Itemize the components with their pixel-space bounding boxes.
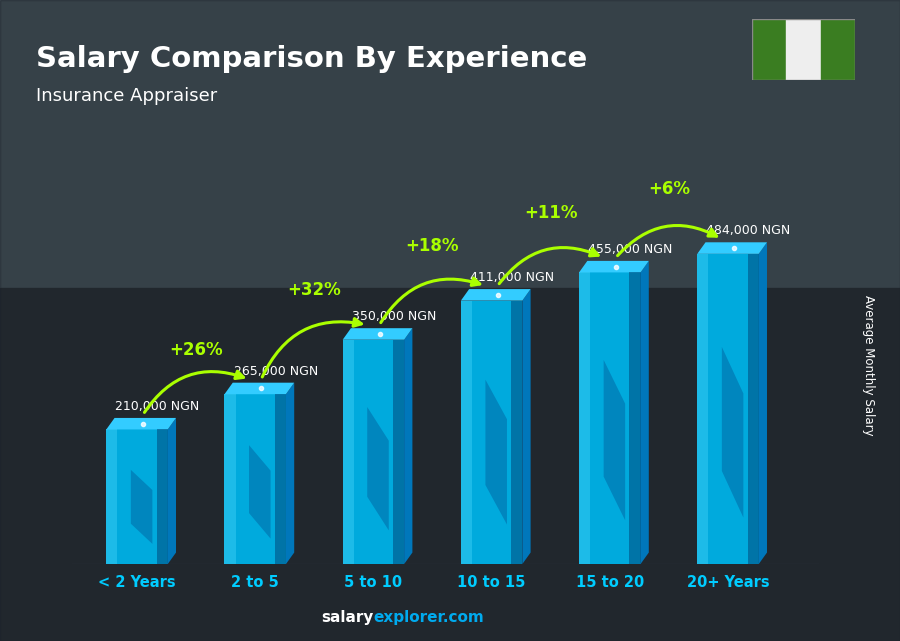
Bar <box>629 272 641 564</box>
Bar <box>106 429 167 564</box>
Text: +26%: +26% <box>169 341 223 359</box>
Bar <box>224 394 236 564</box>
Text: +11%: +11% <box>524 204 578 222</box>
Polygon shape <box>698 242 767 254</box>
Bar <box>461 301 472 564</box>
Text: 265,000 NGN: 265,000 NGN <box>234 365 318 378</box>
Text: +6%: +6% <box>648 180 690 198</box>
Text: 350,000 NGN: 350,000 NGN <box>352 310 436 323</box>
Bar <box>579 272 641 564</box>
Text: Salary Comparison By Experience: Salary Comparison By Experience <box>36 45 587 73</box>
Text: 210,000 NGN: 210,000 NGN <box>115 400 200 413</box>
Bar <box>698 254 759 564</box>
Polygon shape <box>249 445 271 538</box>
Polygon shape <box>130 470 152 544</box>
Bar <box>461 301 522 564</box>
Bar <box>748 254 759 564</box>
Bar <box>106 429 117 564</box>
Polygon shape <box>167 418 176 564</box>
Polygon shape <box>343 328 412 340</box>
Text: 455,000 NGN: 455,000 NGN <box>589 243 672 256</box>
Bar <box>698 254 708 564</box>
Text: 411,000 NGN: 411,000 NGN <box>470 271 554 284</box>
Bar <box>343 340 404 564</box>
Bar <box>274 394 286 564</box>
Bar <box>752 19 786 80</box>
Polygon shape <box>604 360 626 520</box>
Text: +32%: +32% <box>287 281 341 299</box>
Polygon shape <box>579 261 649 272</box>
Bar <box>0 0 900 288</box>
Bar <box>579 272 590 564</box>
Bar <box>393 340 404 564</box>
Polygon shape <box>367 407 389 531</box>
Bar <box>511 301 522 564</box>
Polygon shape <box>106 418 176 429</box>
Polygon shape <box>722 347 743 517</box>
Bar <box>224 394 286 564</box>
Text: +18%: +18% <box>406 237 459 255</box>
Text: 484,000 NGN: 484,000 NGN <box>706 224 791 237</box>
Bar <box>157 429 167 564</box>
Text: salary: salary <box>321 610 374 625</box>
Polygon shape <box>224 383 294 394</box>
Polygon shape <box>286 383 294 564</box>
Bar <box>821 19 855 80</box>
Polygon shape <box>461 289 531 301</box>
Text: Insurance Appraiser: Insurance Appraiser <box>36 87 217 104</box>
Polygon shape <box>641 261 649 564</box>
Text: Average Monthly Salary: Average Monthly Salary <box>862 295 875 436</box>
Bar <box>343 340 354 564</box>
Text: explorer.com: explorer.com <box>374 610 484 625</box>
Bar <box>0 288 900 641</box>
Bar <box>786 19 821 80</box>
Polygon shape <box>485 379 507 524</box>
Polygon shape <box>759 242 767 564</box>
Polygon shape <box>404 328 412 564</box>
Polygon shape <box>522 289 531 564</box>
